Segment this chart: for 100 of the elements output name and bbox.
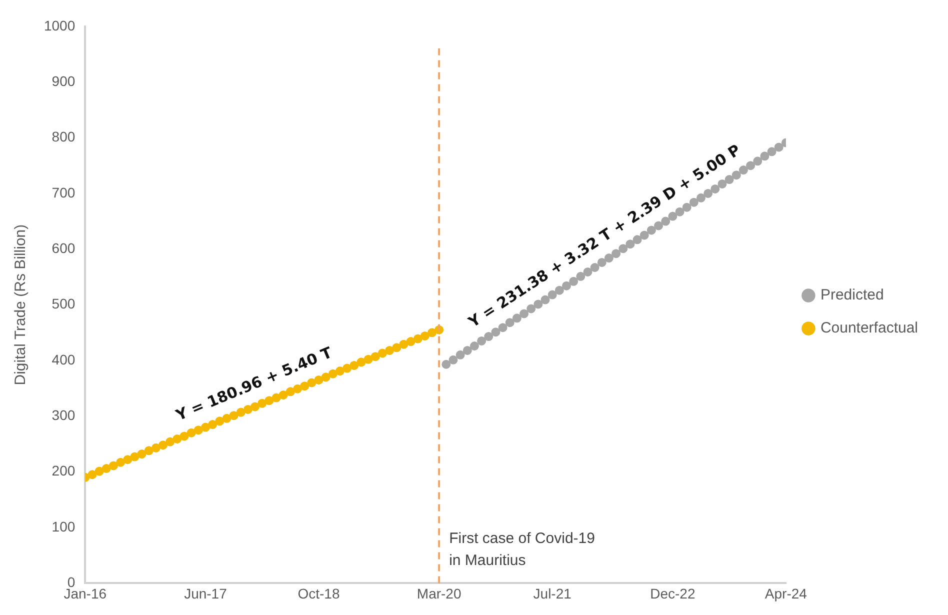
- y-tick-label: 500: [52, 296, 76, 312]
- point: [144, 446, 154, 456]
- point: [370, 352, 380, 362]
- point: [462, 346, 472, 355]
- y-tick-label: 1000: [44, 17, 76, 34]
- point: [689, 198, 698, 207]
- point: [180, 432, 189, 441]
- point: [724, 175, 734, 184]
- point: [505, 318, 514, 328]
- point: [264, 396, 274, 406]
- point: [385, 346, 394, 355]
- y-tick-label: 400: [52, 351, 76, 368]
- point: [767, 147, 776, 156]
- point: [186, 428, 196, 438]
- point: [682, 202, 692, 212]
- point: [356, 358, 366, 367]
- point: [200, 422, 210, 432]
- point: [137, 450, 146, 459]
- point: [668, 212, 678, 221]
- point: [399, 340, 408, 349]
- point: [108, 461, 118, 470]
- point: [774, 142, 784, 152]
- y-tick-label: 100: [52, 518, 76, 534]
- x-tick-label: Jul-21: [533, 585, 572, 602]
- point: [293, 384, 302, 394]
- legend-label: Counterfactual: [820, 320, 918, 337]
- point: [704, 188, 713, 198]
- point: [94, 466, 104, 476]
- y-axis-title: Digital Trade (Rs Billion): [12, 224, 30, 386]
- point: [116, 458, 126, 467]
- y-tick-label: 800: [52, 128, 76, 145]
- point: [604, 254, 614, 263]
- point: [413, 334, 422, 344]
- point: [420, 331, 430, 340]
- point: [618, 244, 628, 254]
- y-tick-label: 300: [52, 407, 76, 424]
- point: [661, 216, 670, 226]
- point: [640, 230, 649, 240]
- point: [456, 350, 465, 360]
- legend-label: Predicted: [820, 286, 884, 304]
- point: [378, 348, 387, 358]
- point: [364, 354, 373, 364]
- point: [520, 309, 529, 318]
- point: [307, 378, 316, 388]
- point: [569, 276, 578, 286]
- point: [236, 408, 246, 417]
- x-tick-label: Oct-18: [298, 585, 340, 602]
- point: [222, 414, 232, 423]
- x-tick-label: Dec-22: [650, 585, 696, 602]
- x-tick-label: Jun-17: [184, 585, 228, 602]
- point: [760, 152, 770, 161]
- point: [335, 366, 344, 376]
- point: [428, 328, 437, 338]
- point: [448, 355, 458, 364]
- point: [675, 207, 684, 216]
- point: [512, 314, 522, 323]
- point: [314, 375, 324, 384]
- point: [612, 249, 621, 258]
- y-tick-label: 200: [52, 462, 76, 479]
- point: [392, 343, 402, 352]
- point: [123, 455, 132, 464]
- point: [166, 437, 175, 446]
- point: [753, 156, 762, 166]
- point: [583, 267, 592, 276]
- y-tick-label: 700: [52, 184, 76, 200]
- point: [300, 382, 310, 391]
- point: [215, 416, 224, 426]
- point: [102, 464, 111, 473]
- point: [406, 337, 416, 346]
- point: [470, 342, 479, 351]
- point: [484, 332, 494, 342]
- point: [746, 161, 756, 170]
- point: [208, 420, 218, 430]
- point: [350, 360, 359, 370]
- point: [491, 328, 500, 337]
- point: [477, 336, 486, 346]
- point: [172, 434, 182, 444]
- point: [158, 440, 168, 450]
- point: [554, 286, 564, 295]
- point: [646, 226, 656, 235]
- y-tick-label: 0: [67, 574, 76, 590]
- point: [88, 470, 97, 480]
- x-tick-label: Apr-24: [764, 585, 808, 602]
- point: [548, 290, 557, 300]
- point: [632, 235, 642, 244]
- point: [151, 443, 160, 452]
- point: [342, 364, 352, 373]
- point: [328, 369, 338, 378]
- point: [229, 411, 238, 420]
- point: [194, 426, 203, 435]
- point: [278, 390, 288, 400]
- point: [321, 372, 330, 382]
- ref-line-label: First case of Covid-19 in Mauritius: [449, 530, 595, 570]
- point: [738, 166, 748, 175]
- point: [562, 281, 571, 290]
- x-tick-label: Mar-20: [416, 585, 462, 602]
- y-tick-label: 600: [52, 240, 76, 256]
- point: [130, 452, 140, 462]
- point: [576, 272, 586, 281]
- point: [286, 387, 295, 396]
